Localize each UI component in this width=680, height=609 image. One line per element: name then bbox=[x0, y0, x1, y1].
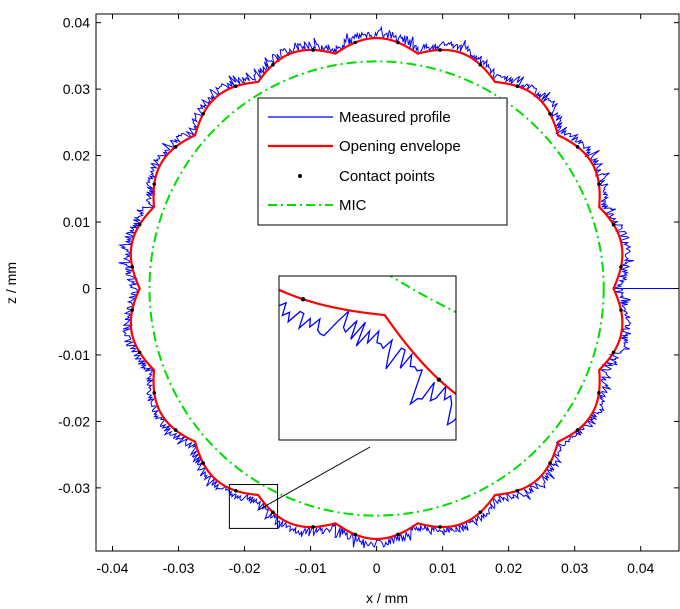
zoom-connector-line bbox=[257, 446, 371, 511]
contact-point bbox=[396, 532, 400, 537]
contact-point bbox=[619, 308, 623, 312]
contact-point bbox=[311, 48, 315, 52]
contact-point bbox=[201, 461, 205, 465]
series-layer bbox=[117, 25, 679, 549]
y-tick-label: 0 bbox=[82, 280, 90, 296]
x-tick-label: -0.03 bbox=[163, 560, 195, 576]
legend-box bbox=[257, 97, 508, 226]
ticks-layer: -0.04 -0.03 -0.02 -0.01 0 0.01 0.02 0.03 0.04 0.0… bbox=[58, 14, 679, 576]
contact-point bbox=[396, 40, 400, 45]
contact-point bbox=[130, 308, 135, 312]
contact-point bbox=[438, 48, 442, 52]
contact-point bbox=[173, 428, 178, 432]
contact-point bbox=[311, 525, 315, 529]
contact-point bbox=[575, 428, 580, 432]
x-tick-label: 0.01 bbox=[429, 560, 456, 576]
inset-zoom-panel bbox=[80, 70, 457, 441]
contact-point bbox=[137, 350, 142, 355]
x-tick-label: -0.01 bbox=[295, 560, 327, 576]
legend-label-measured-profile: Measured profile bbox=[339, 109, 451, 126]
contact-point bbox=[548, 112, 552, 116]
contact-point bbox=[271, 62, 275, 67]
contact-point bbox=[234, 84, 238, 89]
legend-label-contact-points: Contact points bbox=[339, 168, 435, 185]
y-tick-label: -0.01 bbox=[58, 347, 90, 363]
series-measured-profile bbox=[117, 25, 634, 549]
inset-background bbox=[279, 276, 456, 440]
inset-contact-point bbox=[80, 70, 84, 74]
x-tick-label: -0.04 bbox=[97, 560, 129, 576]
contact-point bbox=[152, 182, 157, 186]
contact-point bbox=[478, 62, 483, 67]
legend: Measured profile Opening envelope Contac… bbox=[257, 97, 508, 226]
x-tick-label: 0 bbox=[373, 560, 381, 576]
contact-point bbox=[438, 525, 442, 529]
inset-series-layer bbox=[80, 70, 456, 426]
contact-point bbox=[478, 510, 483, 515]
contact-point bbox=[575, 145, 580, 149]
contact-point bbox=[515, 84, 520, 89]
plot-frame bbox=[95, 13, 680, 552]
contact-point bbox=[611, 350, 616, 355]
contact-point bbox=[271, 510, 275, 515]
legend-label-opening-envelope: Opening envelope bbox=[339, 138, 461, 155]
y-tick-label: 0.02 bbox=[63, 148, 90, 164]
x-tick-label: -0.02 bbox=[229, 560, 261, 576]
y-tick-label: -0.03 bbox=[58, 480, 90, 496]
inset-frame bbox=[278, 275, 457, 441]
contact-point bbox=[515, 488, 520, 493]
x-axis-title: x / mm bbox=[366, 590, 408, 606]
inset-contact-point bbox=[436, 377, 442, 382]
y-axis-title: z / mm bbox=[3, 262, 19, 304]
contact-point bbox=[353, 532, 358, 537]
y-tick-label: 0.04 bbox=[63, 15, 90, 31]
contact-point bbox=[173, 145, 178, 149]
contact-point bbox=[597, 391, 601, 395]
contact-point bbox=[611, 222, 616, 227]
legend-swatch-contact-points bbox=[298, 174, 302, 178]
legend-label-mic: MIC bbox=[339, 197, 367, 214]
y-tick-label: 0.01 bbox=[63, 214, 90, 230]
inset-contact-point bbox=[300, 297, 306, 302]
contact-point bbox=[152, 391, 157, 395]
y-tick-label: -0.02 bbox=[58, 413, 90, 429]
series-opening-envelope bbox=[129, 36, 624, 541]
contact-point bbox=[130, 265, 135, 269]
contact-point bbox=[597, 182, 601, 186]
x-tick-label: 0.04 bbox=[627, 560, 654, 576]
x-tick-label: 0.03 bbox=[561, 560, 588, 576]
contact-point bbox=[201, 112, 205, 116]
x-tick-label: 0.02 bbox=[495, 560, 522, 576]
contact-point bbox=[353, 40, 358, 45]
series-mic bbox=[148, 60, 605, 517]
y-tick-label: 0.03 bbox=[63, 81, 90, 97]
contact-point bbox=[548, 461, 552, 465]
contact-point bbox=[137, 222, 142, 227]
contact-point bbox=[619, 265, 623, 269]
zoom-region-box bbox=[228, 484, 279, 529]
contact-point bbox=[234, 488, 238, 493]
